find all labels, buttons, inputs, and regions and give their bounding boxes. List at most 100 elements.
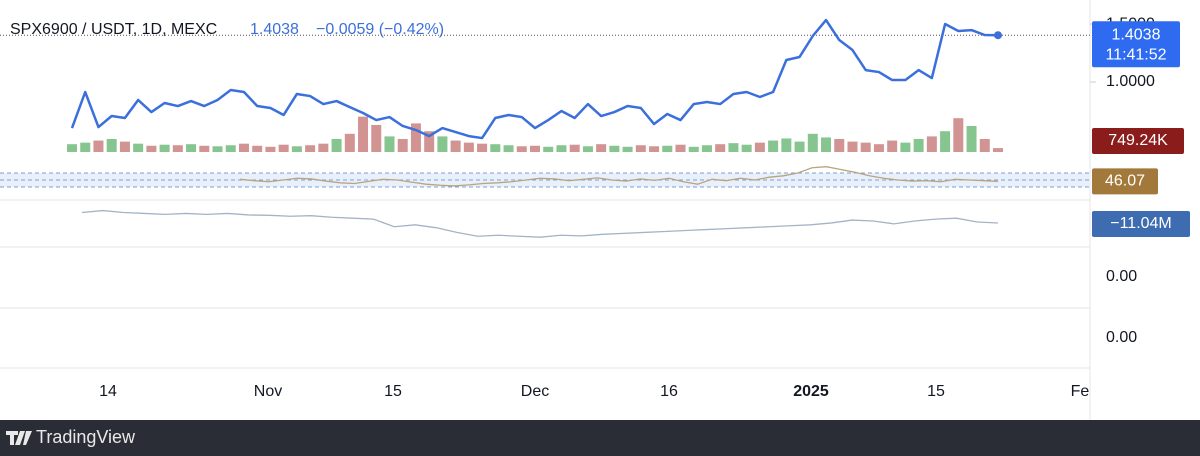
volume-bar [940,131,951,152]
volume-bar [278,144,289,152]
volume-bar [410,123,421,152]
volume-bar [966,126,977,152]
rsi-label: 46.07 [1105,173,1145,190]
volume-bar [397,139,408,152]
volume-bar [675,144,686,152]
volume-bar [582,146,593,152]
volume-bar [503,145,514,152]
volume-bar [781,138,792,152]
volume-bar [543,146,554,152]
volume-bar [821,137,832,152]
volume-label: 749.24K [1108,132,1168,149]
volume-bar [186,144,197,152]
symbol: SPX6900 / USDT, 1D, MEXC [10,21,217,38]
pane-value: 0.00 [1106,268,1137,285]
price-line [70,18,999,140]
volume-bar [556,145,567,152]
volume-bar [238,143,249,152]
volume-bar [834,139,845,152]
price-label: 1.4038 [1112,26,1161,43]
volume-bar [794,141,805,152]
volume-bar [649,146,660,152]
volume-bar [873,144,884,152]
volume-bar [119,141,130,152]
volume-bar [715,144,726,152]
x-tick-label: 16 [660,383,678,400]
volume-bar [199,145,210,152]
pane-value: 0.00 [1106,329,1137,346]
volume-bar [80,142,91,152]
volume-bar [384,136,395,152]
price-label-box [1092,21,1180,68]
rsi-label-box [1092,168,1158,195]
volume-bar [979,139,990,152]
volume-bar [437,136,448,152]
volume-bar [318,143,329,152]
volume-bar [635,145,646,152]
volume-bar [993,148,1003,152]
volume-bar [754,142,765,152]
volume-bar [887,140,898,152]
volume-bar [860,142,871,152]
x-tick-label: 15 [927,383,945,400]
volume-bar [569,144,580,152]
volume-bar [900,142,911,152]
volume-bar [93,140,104,152]
volume-bar [146,145,157,152]
volume-bar [424,131,435,152]
volume-bar [701,145,712,152]
x-tick-label: 14 [99,383,117,400]
last-point [994,31,1002,40]
x-tick-label: Fe [1071,383,1090,400]
volume-bar [953,118,964,152]
volume-bar [344,133,355,152]
volume-bar [291,146,302,152]
volume-bar [768,140,779,152]
volume-bar [212,146,223,152]
volume-bar [622,146,633,152]
volume-bar [305,145,316,152]
volume-bar [847,141,858,152]
x-tick-label: 15 [384,383,402,400]
volume-bar [596,144,607,152]
volume-bar [159,144,170,152]
volume-bar [913,139,924,152]
volume-bar [516,146,527,152]
volume-bar [926,136,937,152]
x-tick-label: Nov [254,383,282,400]
volume-bar [265,146,276,152]
obv-label-box [1092,211,1190,237]
volume-bar [67,144,77,152]
volume-bar [490,144,501,152]
volume-bar [358,116,369,152]
header-price: 1.4038 [250,21,299,38]
footer-brand: TradingView [36,427,136,447]
countdown: 11:41:52 [1105,46,1166,63]
volume-bar [530,145,540,152]
volume-bar [463,142,474,152]
volume-bar [371,124,382,152]
volume-bar [662,145,673,152]
volume-bar [688,146,699,152]
x-tick-label: 2025 [793,383,829,400]
tv-logo [6,431,32,445]
volume-bar [331,139,342,152]
rsi-line [239,166,999,187]
x-tick-label: Dec [521,383,549,400]
volume-bar [133,143,144,152]
y-tick-label: 1.0000 [1106,73,1155,90]
obv-label: −11.04M [1110,215,1172,232]
volume-bar [477,143,488,152]
volume-bar [252,145,263,152]
volume-bar [106,139,117,152]
volume-label-box [1092,128,1184,154]
header-change: −0.0059 (−0.42%) [316,21,444,38]
volume-bar [728,143,739,152]
volume-bar [741,144,752,152]
volume-bar [225,145,236,152]
volume-bar [609,145,620,152]
rsi-band [0,173,1090,187]
volume-bar [172,145,183,152]
